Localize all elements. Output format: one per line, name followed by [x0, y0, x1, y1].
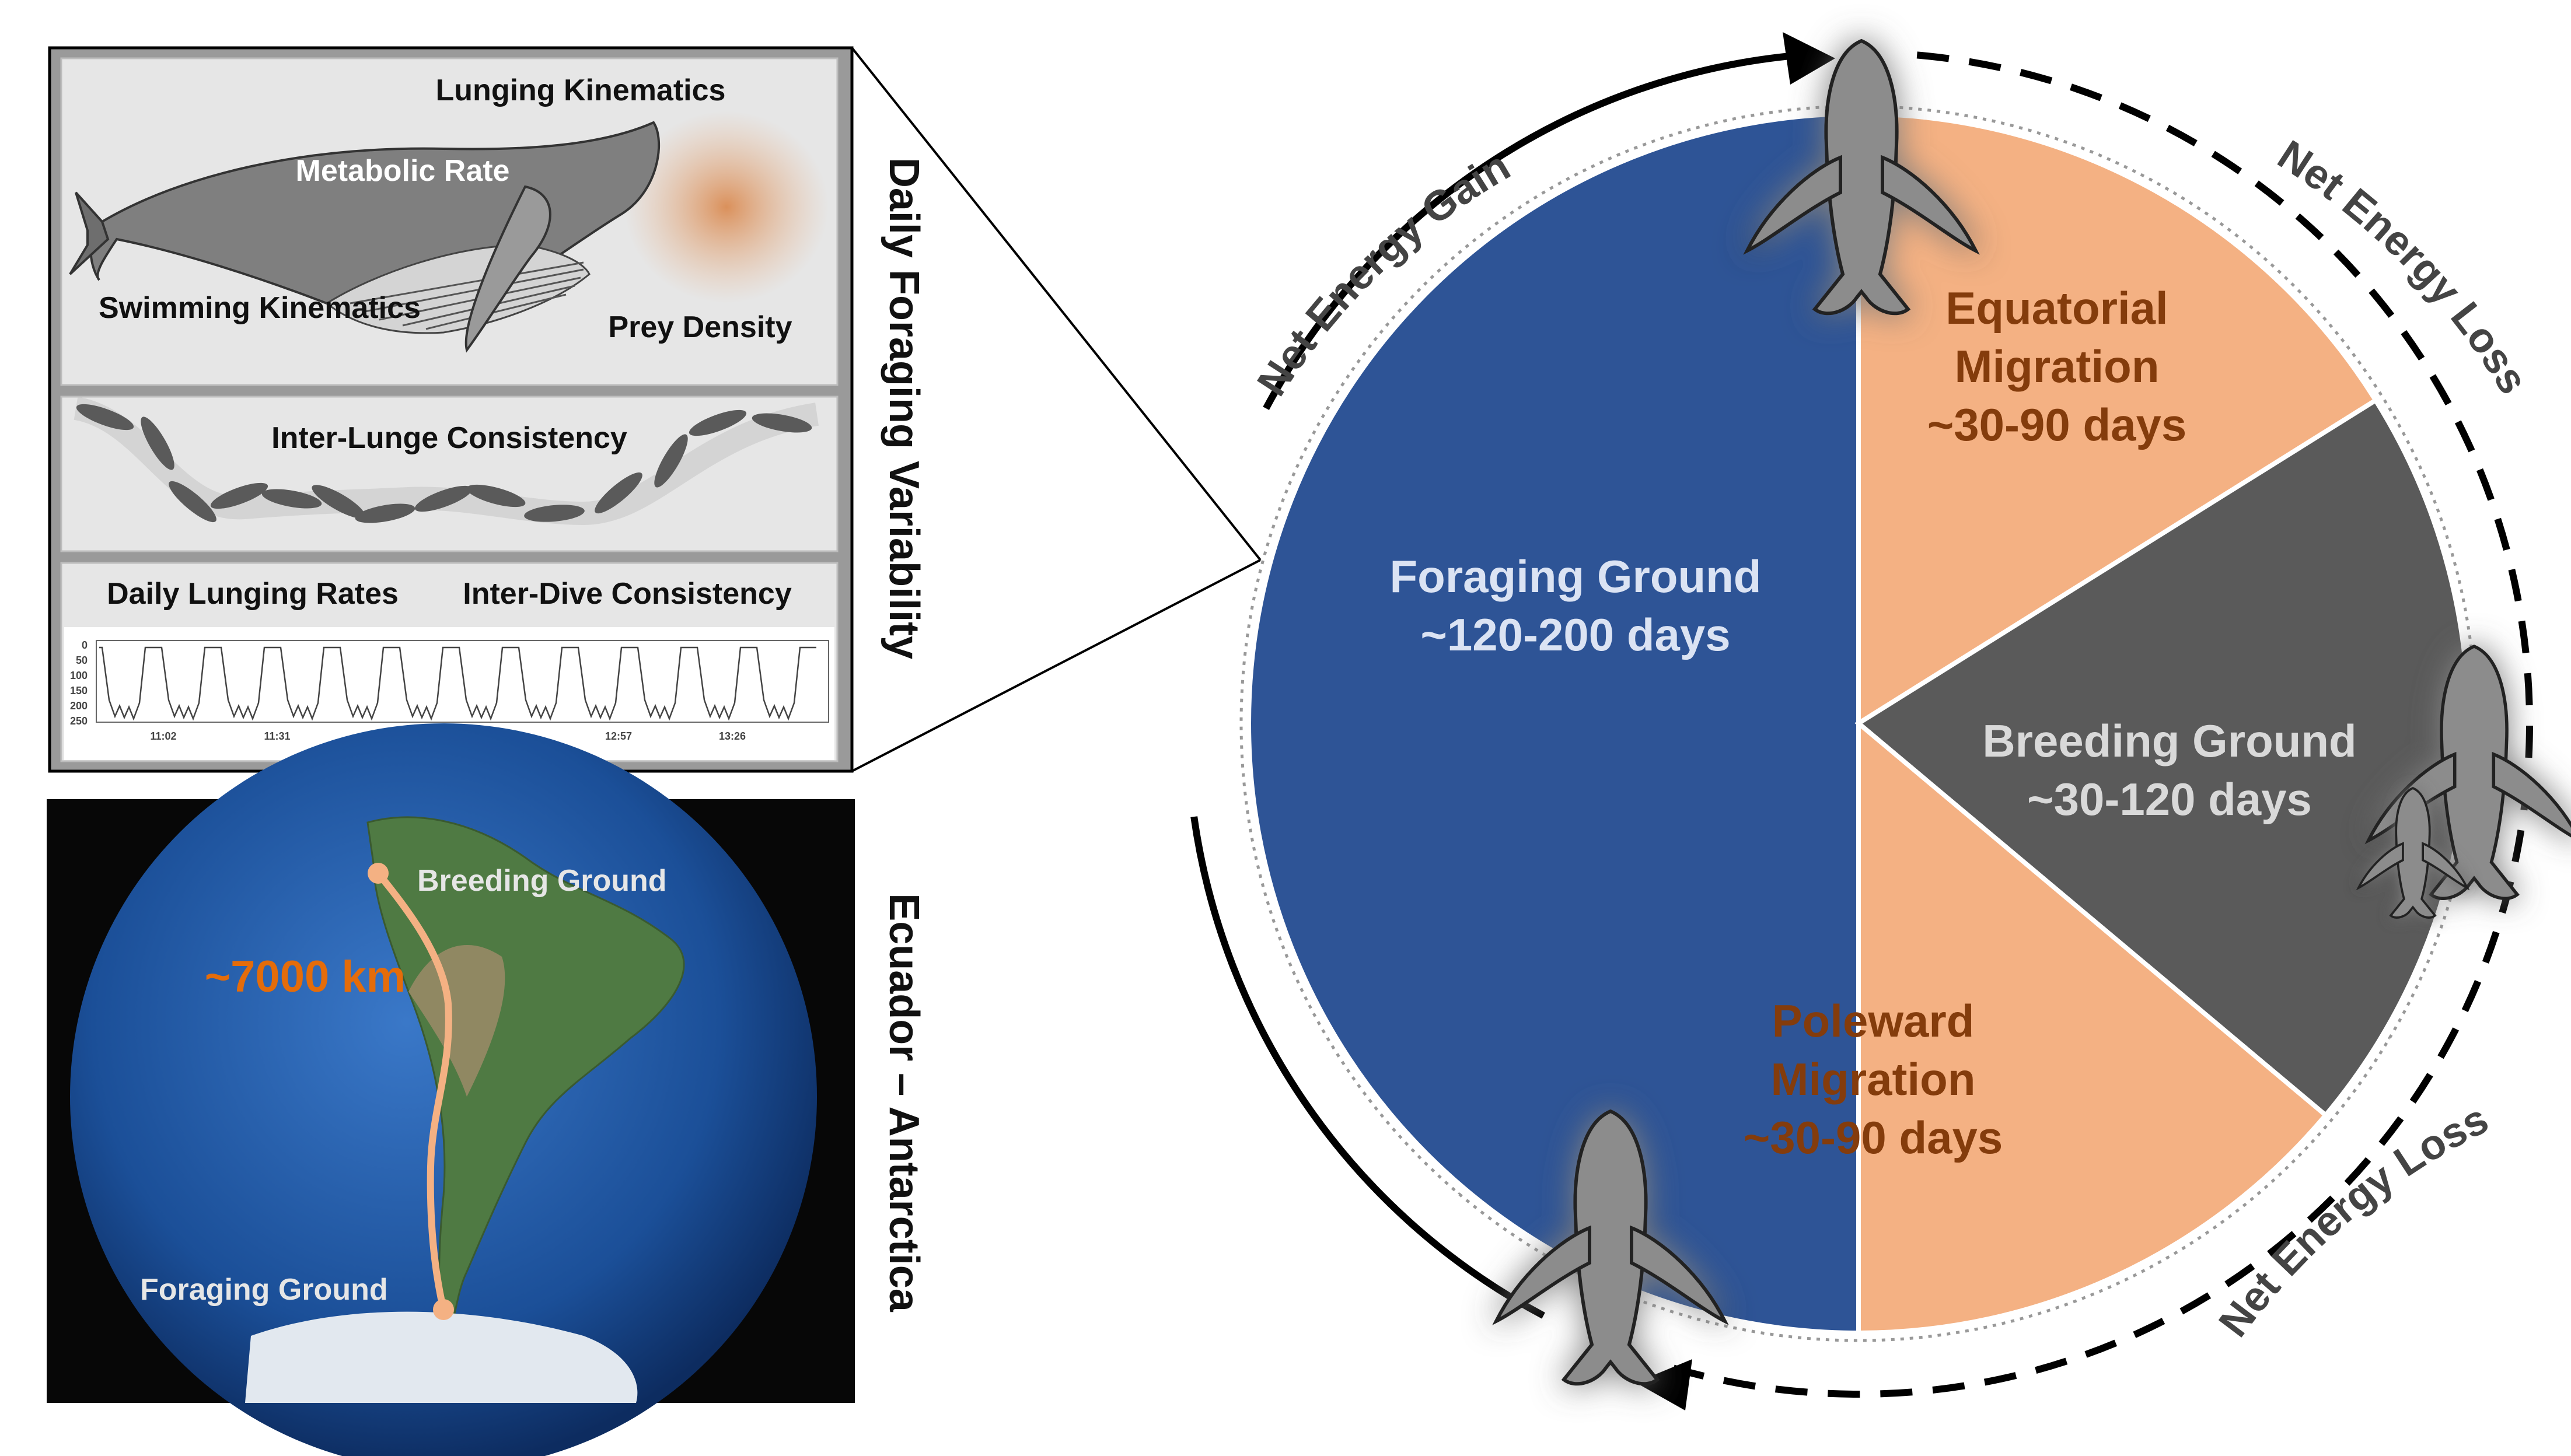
equatorial-migration-name-line2: Migration	[1955, 341, 2160, 392]
foraging-ground-duration: ~120-200 days	[1420, 609, 1730, 660]
distance-label: ~7000 km	[205, 952, 406, 1002]
migration-route	[375, 871, 452, 1311]
cycle-segment-1	[1856, 111, 2379, 728]
lunging-whale-silhouette	[261, 489, 322, 509]
equatorial-migration-duration: ~30-90 days	[1927, 399, 2187, 450]
ecuador-antarctica-label: Ecuador – Antarctica	[881, 893, 927, 1312]
breeding-ground-segment-label: Breeding Ground ~30-120 days	[1982, 715, 2356, 825]
antarctica-landmass	[245, 1311, 638, 1403]
lunging-whale-silhouette	[654, 434, 688, 488]
breeding-ground-marker	[368, 863, 389, 884]
lunging-whales-sequence	[76, 404, 812, 523]
poleward-migration-name-line2: Migration	[1771, 1054, 1976, 1105]
depth-tick-label: 200	[70, 700, 88, 712]
equatorial-migration-segment-label: Equatorial Migration ~30-90 days	[1927, 282, 2187, 450]
poleward-migration-duration: ~30-90 days	[1744, 1112, 2003, 1163]
cycle-segment-3	[1856, 718, 2329, 1336]
lunging-whale-silhouette	[76, 404, 134, 430]
net-energy-loss-arc	[1672, 51, 2533, 1398]
south-america-landmass	[366, 816, 685, 1344]
daily-foraging-variability-label: Daily Foraging Variability	[881, 158, 927, 659]
foraging-ground-name: Foraging Ground	[1390, 551, 1762, 602]
metabolic-rate-label: Metabolic Rate	[296, 154, 510, 188]
cycle-pie	[1246, 111, 2471, 1336]
lunging-whale-silhouette	[312, 485, 365, 519]
foraging-ground-marker	[433, 1299, 454, 1320]
equatorial-migration-name: Equatorial	[1945, 282, 2168, 334]
time-tick-label: 12:57	[605, 730, 632, 742]
inter-dive-panel: Daily Lunging Rates Inter-Dive Consisten…	[60, 562, 839, 762]
migration-map-panel: Breeding Ground Foraging Ground ~7000 km	[47, 723, 855, 1456]
lunging-whale-silhouette	[414, 485, 473, 512]
depth-tick-label: 150	[70, 685, 88, 696]
zoom-connector-lines	[851, 47, 1262, 772]
poleward-migration-segment-label: Poleward Migration ~30-90 days	[1744, 995, 2003, 1163]
swimming-kinematics-label: Swimming Kinematics	[99, 291, 421, 325]
depth-tick-label: 100	[70, 670, 88, 681]
net-energy-gain-arc	[1263, 51, 1801, 410]
daily-lunging-rates-label: Daily Lunging Rates	[107, 577, 399, 611]
depth-tick-label: 250	[70, 715, 88, 727]
lunging-whale-silhouette	[210, 482, 268, 509]
prey-patch	[624, 111, 829, 303]
dive-profile-axes	[96, 640, 829, 723]
lunging-whale-silhouette	[689, 410, 747, 436]
annual-cycle-diagram: Net Energy Gain Net Energy Loss Net Ener…	[1190, 32, 2571, 1410]
prey-density-label: Prey Density	[608, 310, 792, 344]
humpback-whale-illustration	[69, 111, 829, 353]
lunging-whale-silhouette	[466, 484, 526, 508]
depth-axis-ticks: 0 50 100 150 200 250	[70, 639, 88, 727]
time-tick-label: 11:02	[150, 730, 176, 742]
lunging-whale-silhouette	[169, 481, 216, 523]
dive-depth-trace	[99, 646, 816, 721]
gain-arrowhead	[1783, 32, 1835, 85]
poleward-migration-name: Poleward	[1772, 995, 1975, 1046]
loss-arrowhead	[1636, 1359, 1692, 1410]
lunging-whale-silhouette	[524, 505, 585, 522]
inter-dive-consistency-label: Inter-Dive Consistency	[463, 577, 792, 611]
lunging-whale-silhouette	[355, 503, 415, 523]
whale-kinematics-panel: Lunging Kinematics Metabolic Rate Swimmi…	[60, 57, 839, 386]
lunging-kinematics-label: Lunging Kinematics	[436, 74, 726, 107]
inter-lunge-panel: Inter-Lunge Consistency	[60, 396, 839, 552]
lunging-whale-silhouette	[752, 413, 812, 433]
depth-tick-label: 50	[76, 654, 88, 666]
map-foraging-ground-label: Foraging Ground	[140, 1273, 388, 1307]
time-tick-label: 11:31	[264, 730, 290, 742]
net-energy-gain-arc-lower	[1190, 816, 1545, 1319]
depth-tick-label: 0	[82, 639, 88, 651]
breeding-ground-duration: ~30-120 days	[2027, 774, 2312, 825]
map-breeding-ground-label: Breeding Ground	[417, 864, 667, 898]
inter-lunge-consistency-label: Inter-Lunge Consistency	[271, 421, 627, 455]
breeding-ground-name: Breeding Ground	[1982, 715, 2356, 766]
lunging-whale-silhouette	[141, 416, 174, 470]
foraging-ground-segment-label: Foraging Ground ~120-200 days	[1390, 551, 1762, 660]
time-tick-label: 13:26	[719, 730, 746, 742]
lunging-whale-silhouette	[595, 472, 642, 514]
